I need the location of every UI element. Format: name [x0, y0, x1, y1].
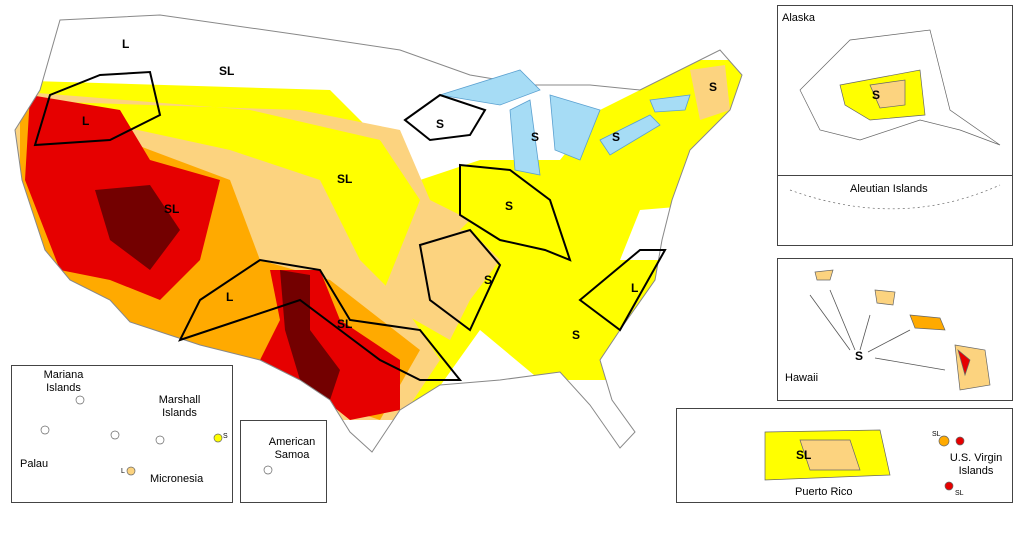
impact-label: SL — [955, 490, 964, 497]
impact-label: SL — [164, 202, 180, 216]
impact-label: S — [872, 88, 881, 102]
impact-label: SL — [796, 448, 812, 462]
inset-title: Aleutian Islands — [850, 183, 928, 195]
inset-title: U.S. Virgin Islands — [949, 452, 1003, 477]
impact-label: S — [612, 130, 621, 144]
inset-title: American Samoa — [268, 436, 316, 461]
impact-boundaries — [33, 70, 667, 381]
impact-label: S — [531, 130, 540, 144]
inset-shapes — [40, 29, 1001, 491]
impact-label: SL — [337, 317, 353, 331]
impact-label: S — [709, 80, 718, 94]
impact-label: L — [82, 114, 90, 128]
impact-label: L — [122, 37, 130, 51]
impact-label: L — [121, 468, 125, 475]
impact-label: S — [223, 433, 228, 440]
great-lakes — [439, 69, 691, 176]
inset-title: Puerto Rico — [795, 486, 853, 498]
impact-label: L — [226, 290, 234, 304]
impact-label: SL — [337, 172, 353, 186]
impact-label: S — [505, 199, 514, 213]
impact-label: L — [631, 281, 639, 295]
impact-label: SL — [219, 64, 235, 78]
island-label: Mariana Islands — [43, 369, 84, 394]
island-label: Palau — [20, 458, 49, 470]
inset-title: Alaska — [782, 12, 816, 24]
island-label: Micronesia — [150, 473, 204, 485]
inset-title: Hawaii — [785, 372, 819, 384]
impact-label: S — [484, 273, 493, 287]
impact-label: SL — [932, 431, 941, 438]
impact-label: S — [436, 117, 445, 131]
island-label: Marshall Islands — [158, 394, 201, 419]
impact-label: S — [572, 328, 581, 342]
impact-label: S — [855, 349, 864, 363]
hawaii-leaders — [809, 289, 946, 371]
